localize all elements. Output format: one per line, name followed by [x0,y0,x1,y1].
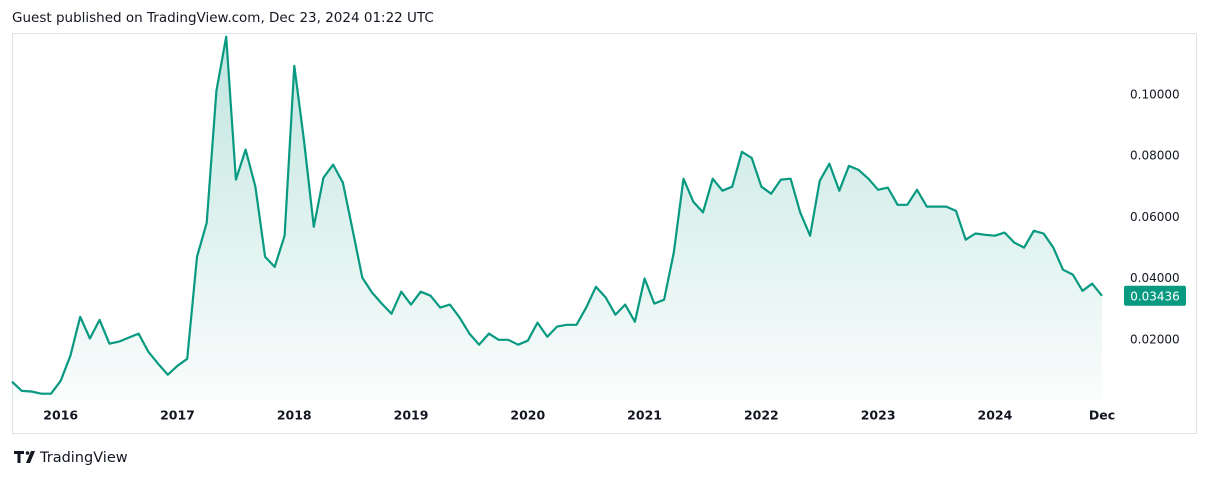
y-tick-label: 0.08000 [1130,149,1180,163]
x-tick-label: 2017 [160,408,195,423]
x-tick-label: 2018 [277,408,312,423]
x-tick-label: 2020 [510,408,545,423]
x-tick-label: 2019 [394,408,429,423]
y-tick-label: 0.06000 [1130,210,1180,224]
logo [14,451,35,463]
x-tick-label: 2021 [627,408,662,423]
y-tick-label: 0.10000 [1130,87,1180,101]
x-tick-label: 2023 [861,408,896,423]
chart-frame [12,33,1197,434]
price-line [11,35,1103,395]
x-tick-label: Dec [1089,408,1115,423]
last-value-box [1124,285,1186,306]
header: Guest published on TradingView.com, Dec … [12,10,434,26]
x-tick-label: 2024 [978,408,1013,423]
x-tick-label: 2022 [744,408,779,423]
last-value-label: 0.03436 [1130,289,1180,303]
area-fill [12,36,1102,401]
y-tick-label: 0.04000 [1130,271,1180,285]
brand: TradingView [39,450,128,466]
x-tick-label: 2016 [43,408,78,423]
y-tick-label: 0.02000 [1130,332,1180,346]
